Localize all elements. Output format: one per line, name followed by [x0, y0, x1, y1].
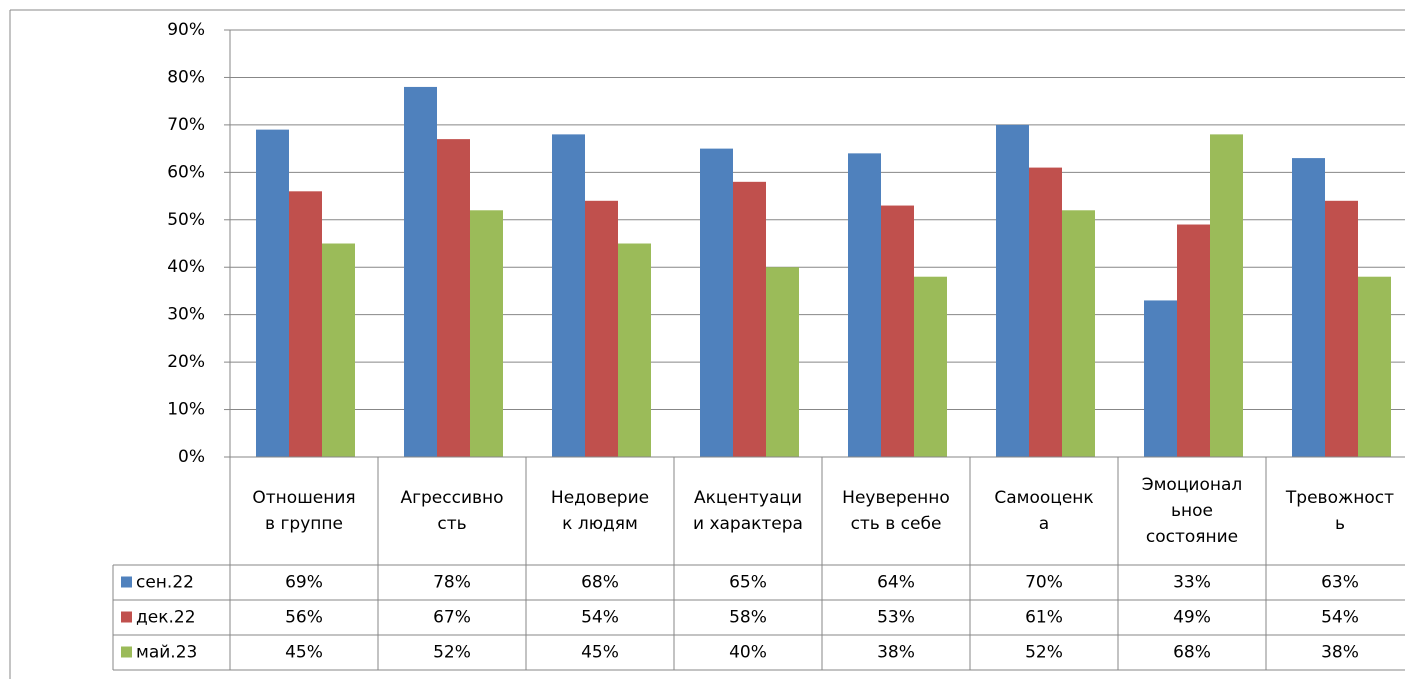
table-value: 63%: [1321, 573, 1359, 593]
table-value: 56%: [285, 608, 323, 628]
table-value: 45%: [285, 643, 323, 663]
bar: [1325, 200, 1358, 458]
x-tick-label: Тревожност ь: [1285, 488, 1395, 534]
x-tick-label: Отношения в группе: [252, 488, 356, 534]
table-value: 33%: [1173, 573, 1211, 593]
table-value: 40%: [729, 643, 767, 663]
table-value: 65%: [729, 573, 767, 593]
bar: [700, 148, 733, 457]
table-value: 54%: [1321, 608, 1359, 628]
legend-label: май.23: [136, 643, 197, 663]
table-value: 68%: [581, 573, 619, 593]
table-value: 69%: [285, 573, 323, 593]
bar: [1144, 300, 1177, 457]
table-value: 52%: [1025, 643, 1063, 663]
bar: [1029, 167, 1062, 458]
table-value: 61%: [1025, 608, 1063, 628]
table-value: 38%: [877, 643, 915, 663]
bar: [585, 200, 618, 458]
table-value: 64%: [877, 573, 915, 593]
legend-label: дек.22: [136, 608, 196, 628]
legend-swatch: [121, 576, 132, 588]
table-value: 49%: [1173, 608, 1211, 628]
table-value: 52%: [433, 643, 471, 663]
table-value: 54%: [581, 608, 619, 628]
table-value: 67%: [433, 608, 471, 628]
bar: [470, 210, 503, 457]
y-tick-label: 60%: [167, 162, 205, 182]
table-value: 45%: [581, 643, 619, 663]
bar: [404, 86, 437, 457]
table-value: 38%: [1321, 643, 1359, 663]
bar: [733, 181, 766, 458]
legend-label: сен.22: [136, 573, 194, 593]
table-value: 53%: [877, 608, 915, 628]
bar: [552, 134, 585, 457]
x-tick-label: Недоверие к людям: [550, 488, 650, 534]
bar: [914, 276, 947, 457]
table-value: 70%: [1025, 573, 1063, 593]
x-tick-label: Акцентуаци и характера: [693, 488, 803, 534]
x-tick-label: Агрессивно сть: [400, 488, 504, 534]
x-tick-label: Эмоционал ьное состояние: [1141, 475, 1243, 547]
x-tick-label: Неуверенно сть в себе: [842, 488, 950, 534]
bar: [881, 205, 914, 457]
legend-swatch: [121, 611, 132, 623]
bar: [1062, 210, 1095, 457]
bar: [766, 267, 799, 457]
y-tick-label: 70%: [167, 115, 205, 135]
y-tick-label: 50%: [167, 210, 205, 230]
table-value: 78%: [433, 573, 471, 593]
y-tick-label: 20%: [167, 352, 205, 372]
y-tick-label: 10%: [167, 400, 205, 420]
bar: [256, 129, 289, 457]
y-tick-label: 40%: [167, 257, 205, 277]
table-value: 58%: [729, 608, 767, 628]
bar: [289, 191, 322, 458]
bar: [1292, 158, 1325, 457]
bar: [1177, 224, 1210, 457]
bar: [1358, 276, 1391, 457]
y-tick-label: 0%: [178, 447, 205, 467]
bar: [437, 139, 470, 457]
bar: [1210, 134, 1243, 457]
bar: [322, 243, 355, 457]
table-value: 68%: [1173, 643, 1211, 663]
bar: [996, 124, 1029, 457]
x-tick-label: Самооценк а: [994, 488, 1094, 534]
y-tick-label: 90%: [167, 20, 205, 40]
y-tick-label: 80%: [167, 67, 205, 87]
legend-swatch: [121, 646, 132, 658]
y-tick-label: 30%: [167, 305, 205, 325]
bar: [848, 153, 881, 457]
bar: [618, 243, 651, 457]
